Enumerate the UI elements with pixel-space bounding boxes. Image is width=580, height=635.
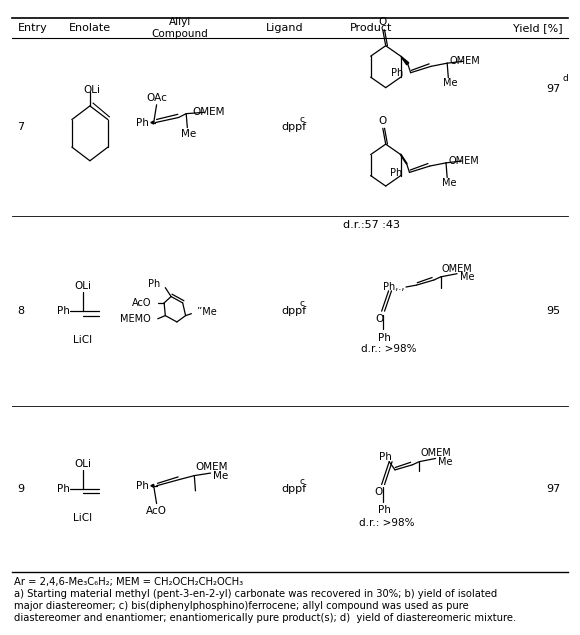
- Text: 8: 8: [17, 306, 24, 316]
- Text: Ph: Ph: [390, 168, 402, 178]
- Polygon shape: [151, 485, 154, 487]
- Text: OLi: OLi: [74, 458, 92, 469]
- Polygon shape: [401, 57, 409, 65]
- Text: Ph,.,: Ph,.,: [383, 282, 404, 292]
- Text: Me: Me: [441, 178, 456, 187]
- Text: O: O: [376, 314, 384, 324]
- Text: d.r.: >98%: d.r.: >98%: [358, 518, 414, 528]
- Text: Me: Me: [443, 78, 457, 88]
- Text: OMEM: OMEM: [420, 448, 451, 458]
- Text: 9: 9: [17, 484, 24, 494]
- Text: OAc: OAc: [146, 93, 167, 104]
- Text: 95: 95: [547, 306, 561, 316]
- Text: c: c: [299, 477, 305, 486]
- Text: d.r.:57 :43: d.r.:57 :43: [343, 220, 400, 231]
- Text: Me: Me: [182, 129, 197, 139]
- Text: Ph: Ph: [136, 117, 149, 128]
- Text: OMEM: OMEM: [448, 156, 478, 166]
- Text: Ph: Ph: [378, 505, 390, 515]
- Text: Ph: Ph: [136, 481, 149, 491]
- Text: Ph: Ph: [57, 306, 70, 316]
- Text: AcO: AcO: [146, 506, 167, 516]
- Text: Ph: Ph: [379, 452, 392, 462]
- Text: OMEM: OMEM: [195, 462, 228, 472]
- Text: Enolate: Enolate: [69, 23, 111, 33]
- Text: Product: Product: [350, 23, 393, 33]
- Text: dppf: dppf: [281, 306, 306, 316]
- Text: c: c: [299, 299, 305, 308]
- Text: diastereomer and enantiomer; enantiomerically pure product(s); d)  yield of dias: diastereomer and enantiomer; enantiomeri…: [14, 613, 517, 623]
- Text: OMEM: OMEM: [441, 264, 473, 274]
- Text: OLi: OLi: [83, 85, 100, 95]
- Text: Ar = 2,4,6-Me₃C₆H₂; MEM = CH₂OCH₂CH₂OCH₃: Ar = 2,4,6-Me₃C₆H₂; MEM = CH₂OCH₂CH₂OCH₃: [14, 577, 244, 587]
- Polygon shape: [151, 121, 154, 124]
- Text: d: d: [562, 74, 568, 83]
- Text: O: O: [379, 116, 387, 126]
- Text: dppf: dppf: [281, 484, 306, 494]
- Text: Me: Me: [438, 457, 453, 467]
- Text: Ph: Ph: [391, 69, 403, 78]
- Text: Me: Me: [460, 272, 474, 282]
- Text: AcO: AcO: [132, 298, 151, 308]
- Text: O: O: [375, 487, 383, 497]
- Text: ’’Me: ’’Me: [196, 307, 217, 318]
- Text: Entry: Entry: [17, 23, 47, 33]
- Text: Ph: Ph: [378, 333, 391, 343]
- Text: c: c: [299, 115, 305, 124]
- Text: LiCl: LiCl: [74, 512, 92, 523]
- Text: Ph: Ph: [148, 279, 161, 289]
- Text: OMEM: OMEM: [449, 57, 480, 66]
- Text: Ligand: Ligand: [266, 23, 303, 33]
- Text: d.r.: >98%: d.r.: >98%: [361, 344, 416, 354]
- Text: 97: 97: [546, 484, 561, 494]
- Text: Me: Me: [213, 471, 229, 481]
- Text: MEMO: MEMO: [120, 314, 151, 324]
- Text: Yield [%]: Yield [%]: [513, 23, 563, 33]
- Text: 7: 7: [17, 122, 24, 132]
- Text: dppf: dppf: [281, 122, 306, 132]
- Text: major diastereomer; c) bis(diphenylphosphino)ferrocene; allyl compound was used : major diastereomer; c) bis(diphenylphosp…: [14, 601, 469, 611]
- Text: Allyl
Compound: Allyl Compound: [151, 17, 208, 39]
- Text: OLi: OLi: [74, 281, 92, 291]
- Text: a) Starting material methyl (pent-3-en-2-yl) carbonate was recovered in 30%; b) : a) Starting material methyl (pent-3-en-2…: [14, 589, 498, 599]
- Text: O: O: [379, 17, 387, 27]
- Text: OMEM: OMEM: [192, 107, 224, 117]
- Text: LiCl: LiCl: [74, 335, 92, 345]
- Text: Ph: Ph: [57, 484, 70, 494]
- Text: 97: 97: [546, 84, 561, 94]
